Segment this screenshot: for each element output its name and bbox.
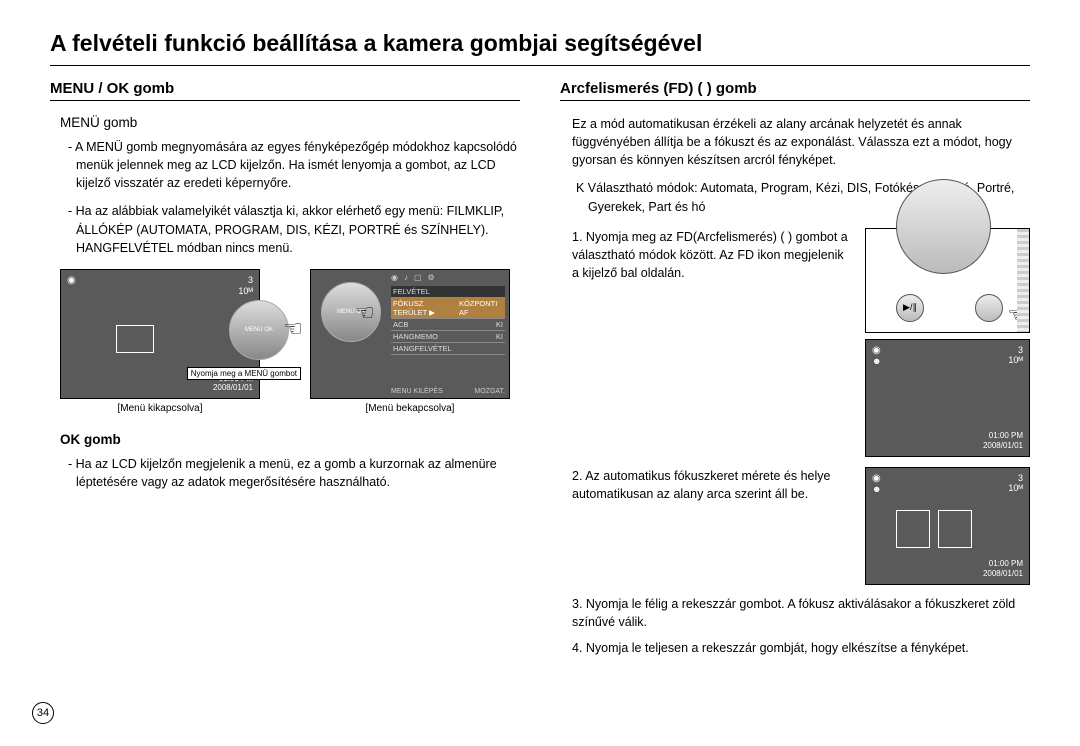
menu-footer-r: MOZGAT. — [474, 388, 505, 395]
fig2-caption: [Menü bekapcsolva] — [366, 403, 455, 414]
lcd-quality: 10ᴹ — [238, 286, 253, 297]
camera-grip — [1017, 229, 1029, 332]
menu-row-1-l: ACB — [393, 320, 408, 329]
lcd-fd-1: ◉☻ 3 10ᴹ 01:00 PM 2008/01/01 — [865, 339, 1030, 457]
menu-footer: MENU KILÉPÉS MOZGAT. — [391, 388, 505, 395]
right-column: Arcfelismerés (FD) ( ) gomb Ez a mód aut… — [560, 80, 1030, 665]
page-number: 34 — [32, 702, 54, 724]
lcd-date: 2008/01/01 — [213, 383, 253, 393]
menu-row-2-l: HANGMEMO — [393, 332, 438, 341]
menu-tabs: ◉ ♪ ▢ ⚙ — [391, 273, 505, 282]
title-rule — [50, 65, 1030, 66]
camera-icon: ◉ — [67, 275, 76, 286]
lcd3-quality: 10ᴹ — [1008, 483, 1023, 494]
menu-row-2-r: KI — [496, 332, 503, 341]
lcd2-time: 01:00 PM — [983, 431, 1023, 441]
menu-row-2: HANGMEMO KI — [391, 331, 505, 343]
page-title: A felvételi funkció beállítása a kamera … — [50, 30, 1030, 57]
tab-sound-icon: ♪ — [404, 273, 408, 282]
left-sub1: MENÜ gomb — [60, 115, 520, 130]
right-n3: 3. Nyomja le félig a rekeszzár gombot. A… — [572, 595, 1030, 631]
hand-press-icon: ☜ — [283, 318, 303, 340]
camera-icon-3: ◉☻ — [872, 473, 881, 495]
left-p2: - Ha az alábbiak valamelyikét választja … — [68, 202, 520, 256]
left-heading: MENU / OK gomb — [50, 80, 520, 101]
right-heading: Arcfelismerés (FD) ( ) gomb — [560, 80, 1030, 101]
lcd3-count: 3 — [1008, 473, 1023, 484]
lcd-menu-off: ◉ 3 10ᴹ 01:00 PM 2008/01/01 MENU OK ☜ Ny… — [60, 269, 260, 399]
menu-disc-label: MENU OK — [245, 327, 273, 333]
menu-title-row: FELVÉTEL — [391, 286, 505, 298]
menu-hint-box: Nyomja meg a MENÜ gombot — [187, 367, 301, 380]
left-p1: - A MENÜ gomb megnyomására az egyes fény… — [68, 138, 520, 192]
menu-title: FELVÉTEL — [393, 287, 430, 296]
menu-row-3-l: HANGFELVÉTEL — [393, 344, 452, 353]
lcd3-date: 2008/01/01 — [983, 569, 1023, 579]
menu-row-0-l: FÓKUSZ TERÜLET ▶ — [393, 299, 459, 317]
play-pause-button-icon: ▶/∥ — [896, 294, 924, 322]
tab-camera-icon: ◉ — [391, 273, 398, 282]
lcd2-count: 3 — [1008, 345, 1023, 356]
right-n2: 2. Az automatikus fókuszkeret mérete és … — [572, 467, 853, 503]
menu-row-0-r: KÖZPONTI AF — [459, 299, 503, 317]
left-column: MENU / OK gomb MENÜ gomb - A MENÜ gomb m… — [50, 80, 520, 665]
face-rect-2 — [938, 510, 972, 548]
menu-row-0: FÓKUSZ TERÜLET ▶ KÖZPONTI AF — [391, 298, 505, 319]
right-n1: 1. Nyomja meg az FD(Arcfelismerés) ( ) g… — [572, 228, 853, 282]
menu-row-3: HANGFELVÉTEL — [391, 343, 505, 355]
face-rect-1 — [896, 510, 930, 548]
lcd-fd-2: ◉☻ 3 10ᴹ 01:00 PM 2008/01/01 — [865, 467, 1030, 585]
left-p3: - Ha az LCD kijelzőn megjelenik a menü, … — [68, 455, 520, 491]
tab-setup-icon: ⚙ — [428, 273, 435, 282]
camera-back-diagram: ▶/∥ ☜ — [865, 228, 1030, 333]
camera-icon-2: ◉☻ — [872, 345, 881, 367]
tab-display-icon: ▢ — [414, 273, 422, 282]
left-sub2: OK gomb — [60, 432, 520, 447]
menu-row-1: ACB KI — [391, 319, 505, 331]
fd-button-icon — [975, 294, 1003, 322]
hand-press-icon-2: ☜ — [355, 302, 375, 324]
menu-ok-disc: MENU OK — [229, 300, 289, 360]
left-figures: ◉ 3 10ᴹ 01:00 PM 2008/01/01 MENU OK ☜ Ny… — [60, 269, 520, 414]
lcd-count: 3 — [238, 275, 253, 286]
right-n4: 4. Nyomja le teljesen a rekeszzár gombjá… — [572, 639, 1030, 657]
fig1-caption: [Menü kikapcsolva] — [117, 403, 202, 414]
right-intro: Ez a mód automatikusan érzékeli az alany… — [572, 115, 1030, 169]
menu-row-1-r: KI — [496, 320, 503, 329]
lcd3-time: 01:00 PM — [983, 559, 1023, 569]
menu-footer-l: MENU KILÉPÉS — [391, 388, 443, 395]
lcd2-quality: 10ᴹ — [1008, 355, 1023, 366]
lcd-menu-on: MENU OK ☜ ◉ ♪ ▢ ⚙ FELVÉTEL FÓKU — [310, 269, 510, 399]
lcd2-date: 2008/01/01 — [983, 441, 1023, 451]
focus-rect — [116, 325, 154, 353]
